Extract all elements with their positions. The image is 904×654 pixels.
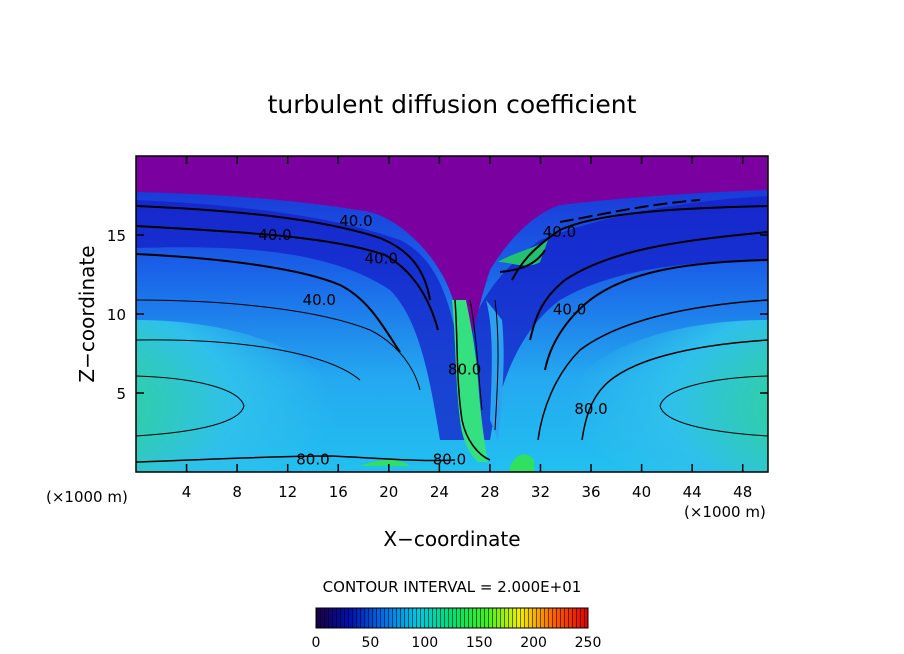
x-tick-label: 8: [232, 483, 242, 501]
upper-right-green-streak: [498, 240, 548, 266]
contour-label: 40.0: [303, 291, 336, 309]
central-blue-jet: [486, 300, 504, 440]
colorbar-tick-label: 150: [466, 635, 493, 651]
y-tick-label: 10: [107, 306, 126, 324]
x-tick-label: 36: [581, 483, 600, 501]
chart-title: turbulent diffusion coefficient: [268, 90, 637, 119]
deep-blue-band: [136, 196, 768, 440]
colorbar-stripes-overlay: [316, 608, 588, 628]
upper-purple-layer: [136, 156, 768, 350]
contour-label: 40.0: [258, 226, 291, 244]
contour-label: 40.0: [339, 212, 372, 230]
colorbar-tick-label: 200: [520, 635, 547, 651]
contour-label: 40.0: [543, 223, 576, 241]
y-tick-label: 15: [107, 227, 126, 245]
y-tick-label: 5: [116, 385, 126, 403]
x-unit-left: (×1000 m): [46, 488, 128, 506]
bottom-right-green-patch: [510, 454, 534, 472]
x-tick-label: 28: [480, 483, 499, 501]
contour-interval-text: CONTOUR INTERVAL = 2.000E+01: [323, 578, 582, 596]
x-tick-label: 40: [632, 483, 651, 501]
x-tick-label: 48: [733, 483, 752, 501]
contour-label: 80.0: [448, 360, 481, 378]
colorbar-tick-label: 0: [312, 635, 321, 651]
x-tick-label: 20: [379, 483, 398, 501]
contour-label: 80.0: [574, 400, 607, 418]
colorbar-tick-label: 100: [411, 635, 438, 651]
contour-label: 40.0: [553, 300, 586, 318]
bottom-green-patch: [360, 460, 410, 466]
x-axis: 4 8 12 16 20 24 28 32 36 40 44 48: [182, 156, 752, 501]
contour-label: 80.0: [296, 450, 329, 468]
x-tick-label: 24: [430, 483, 449, 501]
x-unit-right: (×1000 m): [684, 503, 766, 521]
x-tick-label: 4: [182, 483, 192, 501]
contour-label: 80.0: [433, 450, 466, 468]
x-tick-label: 16: [329, 483, 348, 501]
y-axis-label: Z−coordinate: [75, 245, 99, 382]
x-tick-label: 32: [531, 483, 550, 501]
x-tick-label: 12: [278, 483, 297, 501]
contour-label-group: 40.0 40.0 40.0 40.0 40.0 40.0 80.0 80.0 80.0 80.0: [258, 212, 607, 469]
colorbar-frame: [315, 607, 589, 629]
colorbar-ticks: 0 50 100 150 200 250: [312, 635, 602, 651]
colorbar-tick-label: 50: [361, 635, 379, 651]
contour-label: 40.0: [365, 250, 398, 268]
colorbar-tick-label: 250: [575, 635, 602, 651]
plot-field: [136, 156, 768, 472]
x-tick-label: 44: [683, 483, 702, 501]
central-green-jet: [452, 300, 488, 462]
y-axis: 5 10 15: [107, 227, 768, 403]
contour-lines: [136, 199, 768, 463]
x-axis-label: X−coordinate: [383, 527, 520, 551]
